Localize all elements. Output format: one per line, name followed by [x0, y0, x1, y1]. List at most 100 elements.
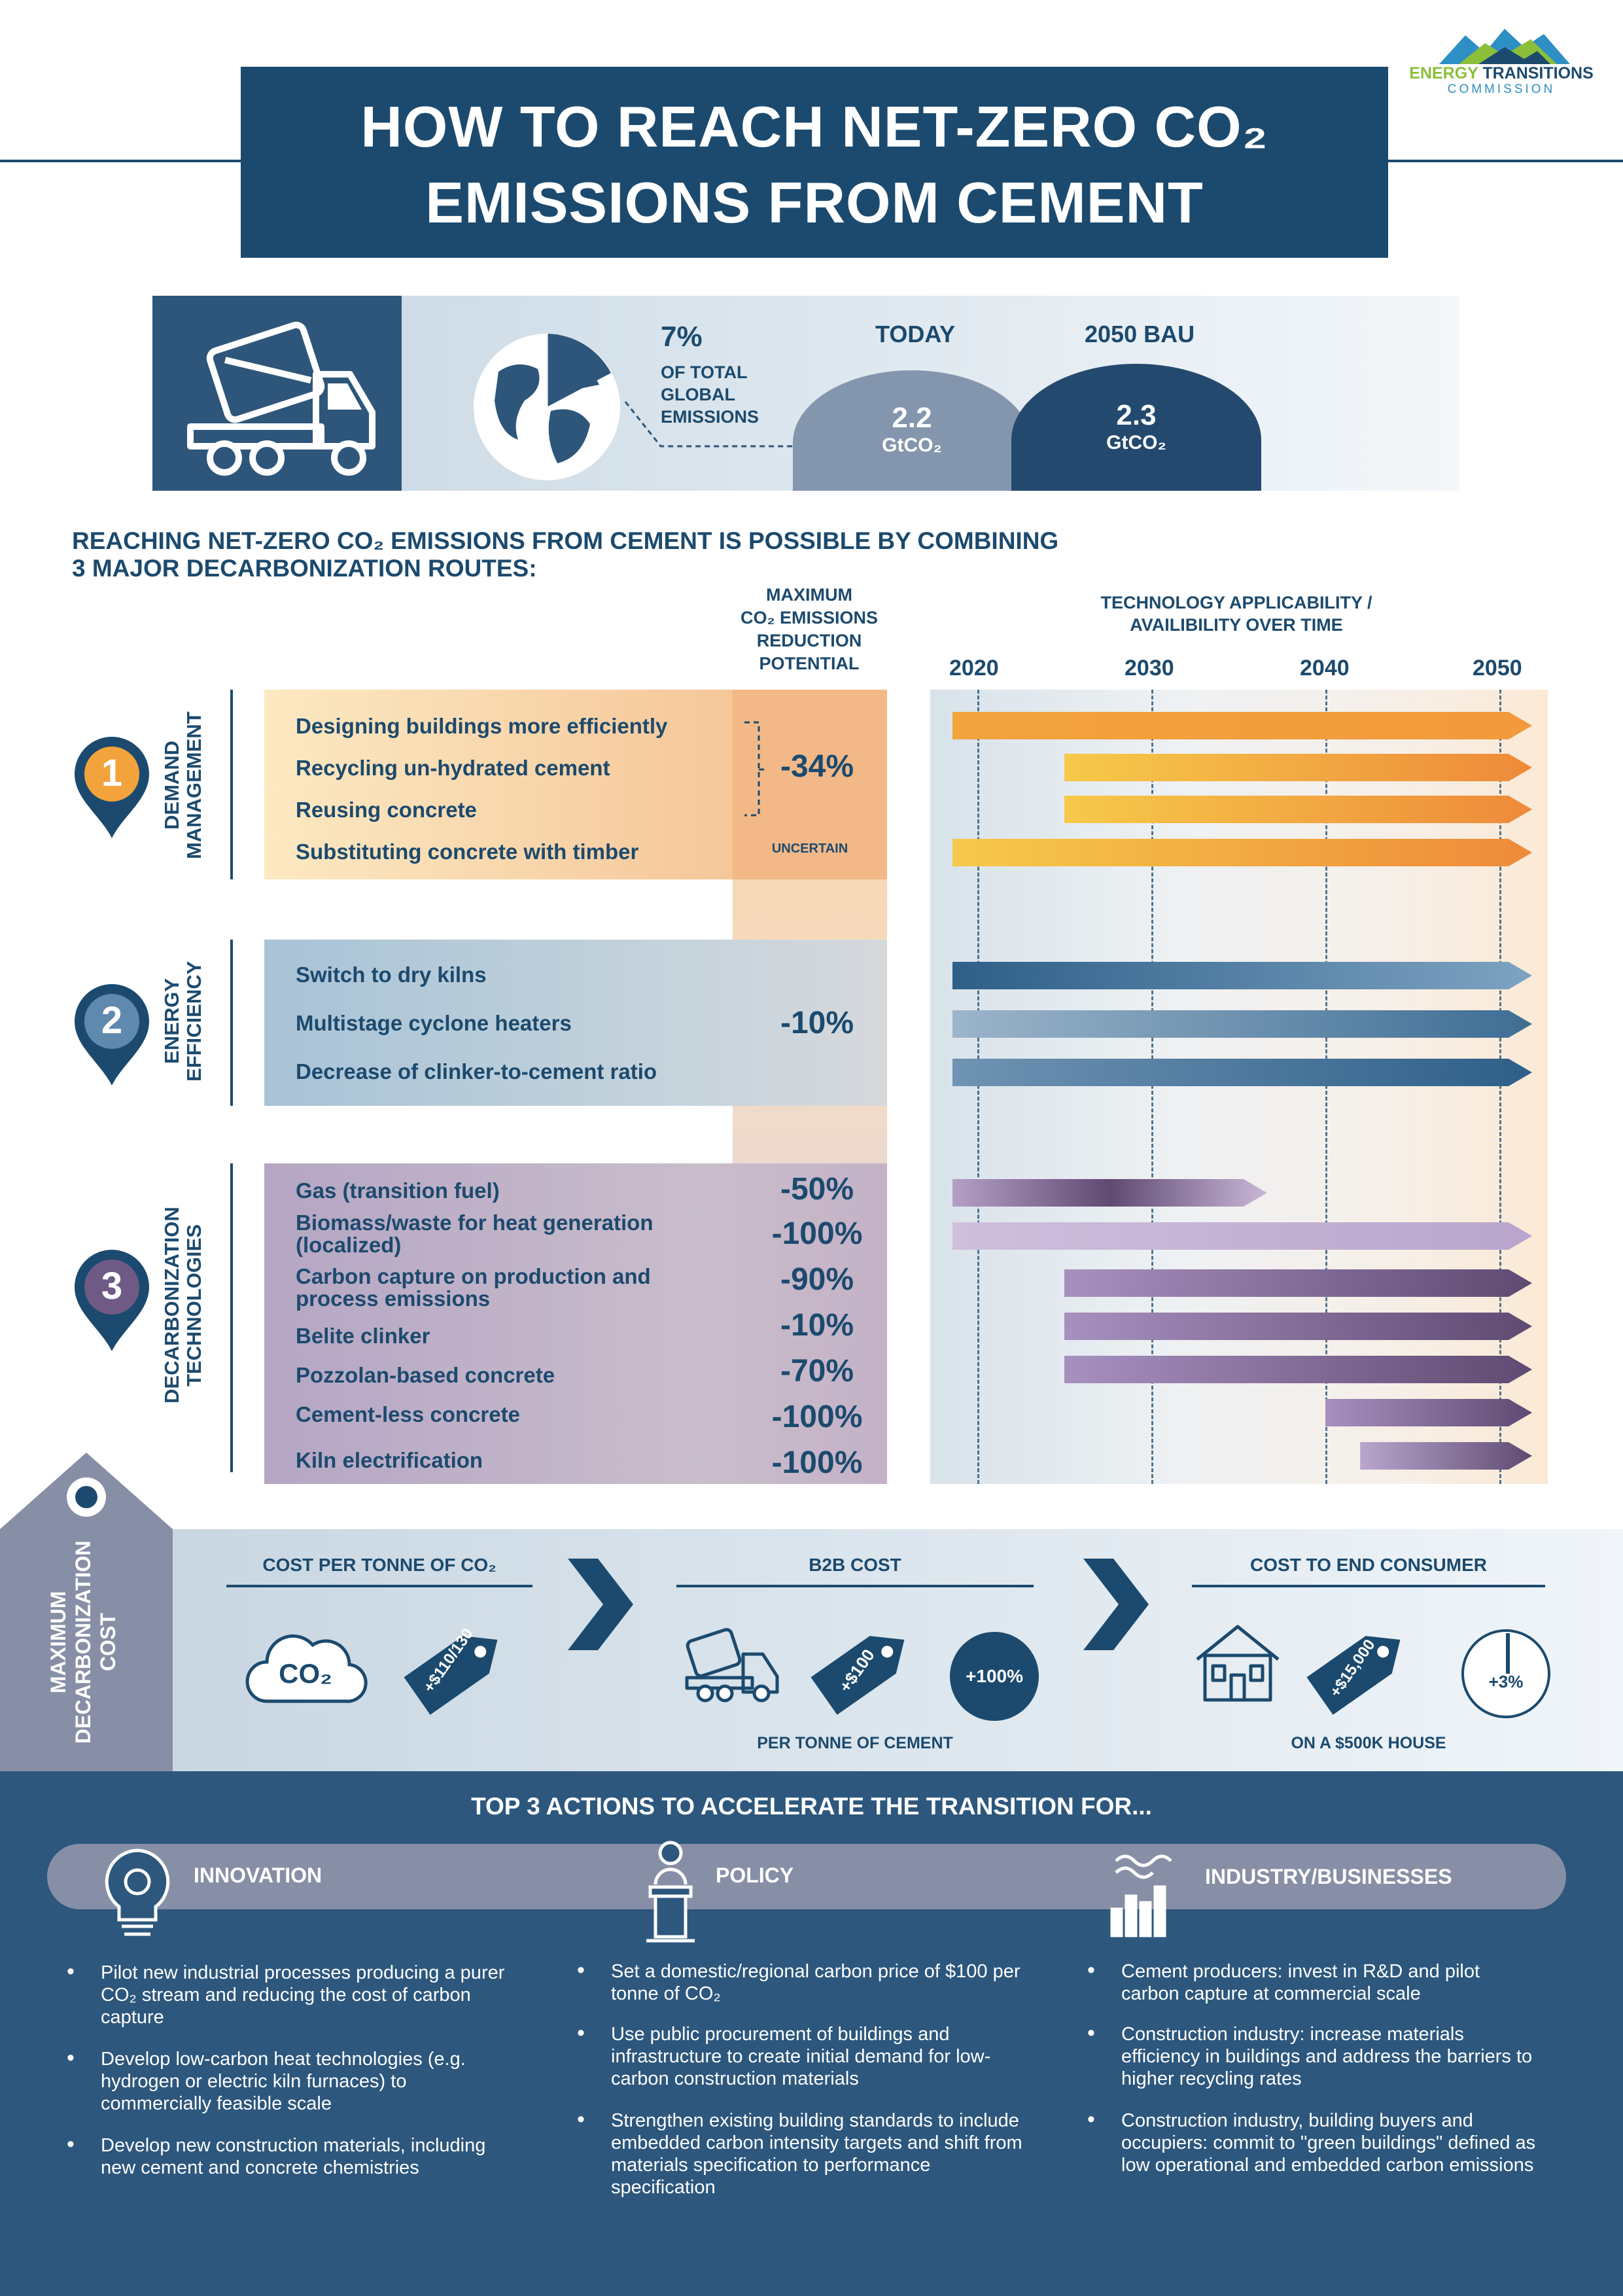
- title-line-2: EMISSIONS FROM CEMENT: [425, 170, 1204, 235]
- intro-line-1: REACHING NET-ZERO CO₂ EMISSIONS FROM CEM…: [72, 527, 1059, 554]
- consumer-percent-circle: +3%: [1461, 1629, 1550, 1718]
- route-1-bracket: [744, 721, 765, 817]
- cost-per-tonne-tag: +$110/130: [402, 1619, 513, 1717]
- innovation-bullet-2: Develop low-carbon heat technologies (e.…: [67, 2047, 519, 2115]
- route-2-label: ENERGY EFFICIENCY: [160, 961, 205, 1082]
- price-tag-icon: [1306, 1636, 1401, 1715]
- year-2040: 2040: [1300, 656, 1350, 680]
- timeline-bar-route-2-item-2: [952, 1010, 1532, 1038]
- cost-tag-shape: [0, 1453, 173, 1771]
- route-2-pin-icon: [75, 984, 149, 1086]
- brand-commission: COMMISSION: [1447, 82, 1556, 96]
- intro-line-2: 3 MAJOR DECARBONIZATION ROUTES:: [72, 555, 537, 582]
- bau-unit: GtCO₂: [1106, 432, 1166, 453]
- innovation-bullet-1: Pilot new industrial processes producing…: [67, 1960, 506, 2028]
- gridline-2050: [1499, 690, 1501, 1484]
- brand-logo: ENERGY TRANSITIONS COMMISSION: [1406, 26, 1596, 98]
- consumer-note: ON A $500K HOUSE: [1291, 1734, 1446, 1752]
- industry-bullet-3: Construction industry, building buyers a…: [1087, 2108, 1553, 2176]
- year-2050: 2050: [1473, 656, 1522, 680]
- route-3-item-6: Cement-less concrete: [296, 1402, 520, 1426]
- innovation-bullet-3: Develop new construction materials, incl…: [67, 2133, 493, 2179]
- share-percent: 7%: [661, 321, 703, 353]
- route-3-item-2: Biomass/waste for heat generation (local…: [296, 1210, 654, 1257]
- b2b-tag: +$100: [809, 1619, 920, 1717]
- timeline-bar-route-3-item-4: [1064, 1313, 1532, 1340]
- consumer-tag: +$15,000: [1304, 1619, 1416, 1717]
- today-label: TODAY: [875, 321, 956, 347]
- globe-icon: [474, 334, 620, 480]
- route-1-pin-icon: [75, 737, 149, 838]
- route-3-number: 3: [101, 1265, 123, 1307]
- consumer-percent: +3%: [1488, 1672, 1524, 1691]
- timeline-bar-route-2-item-3: [952, 1059, 1532, 1086]
- lightbulb-gear-icon: [105, 1848, 170, 1936]
- pie-slice-icon: [1506, 1633, 1510, 1674]
- innovation-title: INNOVATION: [194, 1863, 323, 1887]
- timeline-header: TECHNOLOGY APPLICABILITY / AVAILIBILITY …: [1100, 593, 1372, 635]
- route-2-reduction: -10%: [780, 1006, 854, 1040]
- chevron-right-icon: [1083, 1559, 1149, 1650]
- consumer-heading: COST TO END CONSUMER: [1192, 1555, 1545, 1587]
- route-1-number: 1: [101, 752, 123, 794]
- timeline-bar-route-3-item-1: [952, 1179, 1267, 1207]
- route-1-item-4: Substituting concrete with timber: [296, 839, 639, 864]
- house-icon: [1196, 1625, 1280, 1702]
- actions-pill: [47, 1844, 1566, 1909]
- cost-side-label: MAXIMUM DECARBONIZATION COST: [46, 1540, 120, 1744]
- year-2030: 2030: [1125, 656, 1174, 680]
- route-2-item-1: Switch to dry kilns: [296, 963, 487, 987]
- route-3-reduction-6: -100%: [771, 1400, 863, 1434]
- policy-title: POLICY: [716, 1863, 794, 1887]
- year-2020: 2020: [949, 656, 999, 680]
- route-3-divider: [230, 1163, 233, 1472]
- factory-icon: [1110, 1854, 1172, 1937]
- timeline-bar-route-1-item-3: [1064, 796, 1532, 823]
- route-1-reduction: -34%: [780, 749, 854, 784]
- b2b-note: PER TONNE OF CEMENT: [757, 1734, 953, 1752]
- route-1-item-3: Reusing concrete: [296, 798, 477, 822]
- timeline-bar-route-3-item-3: [1064, 1269, 1532, 1297]
- brand-name-b: TRANSITIONS: [1482, 64, 1594, 82]
- gridline-2020: [977, 690, 979, 1484]
- route-3-item-7: Kiln electrification: [296, 1448, 483, 1472]
- policy-bullet-2: Use public procurement of buildings and …: [577, 2022, 1030, 2090]
- cement-truck-icon: [187, 321, 375, 476]
- header-rule-left: [0, 160, 241, 162]
- industry-bullet-1: Cement producers: invest in R&D and pilo…: [1087, 1959, 1540, 2005]
- timeline-bar-route-1-item-2: [1064, 754, 1532, 781]
- b2b-percent: +100%: [966, 1666, 1023, 1686]
- industry-title: INDUSTRY/BUSINESSES: [1205, 1865, 1452, 1888]
- timeline-bar-route-1-item-1: [952, 712, 1532, 739]
- page-title: HOW TO REACH NET-ZERO CO₂ EMISSIONS FROM…: [241, 67, 1388, 258]
- co2-cloud-label: CO₂: [279, 1658, 332, 1689]
- route-2-band: [264, 940, 887, 1106]
- route-1-uncertain: UNCERTAIN: [771, 841, 848, 856]
- policy-bullet-3: Strengthen existing building standards t…: [577, 2108, 1036, 2199]
- timeline-bar-route-3-item-2: [952, 1222, 1532, 1250]
- b2b-heading: B2B COST: [676, 1555, 1034, 1587]
- policy-bullet-1: Set a domestic/regional carbon price of …: [577, 1959, 1043, 2005]
- route-1-label: DEMAND MANAGEMENT: [160, 711, 205, 859]
- timeline-bar-route-3-item-5: [1064, 1356, 1532, 1383]
- max-reduction-header: MAXIMUM CO₂ EMISSIONS REDUCTION POTENTIA…: [740, 585, 879, 673]
- route-3-reduction-2: -100%: [771, 1216, 863, 1251]
- route-2-item-3: Decrease of clinker-to-cement ratio: [296, 1059, 657, 1084]
- route-3-item-4: Belite clinker: [296, 1324, 430, 1348]
- route-3-band: [264, 1163, 887, 1484]
- title-line-1: HOW TO REACH NET-ZERO CO₂: [360, 94, 1268, 159]
- route-3-reduction-5: -70%: [780, 1354, 854, 1388]
- route-2-divider: [230, 940, 233, 1106]
- co2-cloud-icon: [245, 1634, 368, 1703]
- chevron-right-icon: [568, 1559, 633, 1650]
- today-bubble: 2.2 GtCO₂: [793, 370, 1031, 491]
- mountain-logo-icon: [1439, 29, 1570, 64]
- speaker-podium-icon: [646, 1841, 695, 1943]
- price-tag-icon: [404, 1636, 498, 1715]
- route-3-reduction-3: -90%: [780, 1262, 854, 1297]
- route-1-item-1: Designing buildings more efficiently: [296, 714, 668, 738]
- brand-name-a: ENERGY: [1409, 64, 1483, 82]
- timeline-bar-route-1-item-4: [952, 839, 1532, 866]
- route-3-label: DECARBONIZATION TECHNOLOGIES: [160, 1207, 205, 1404]
- gridline-2040: [1325, 690, 1327, 1484]
